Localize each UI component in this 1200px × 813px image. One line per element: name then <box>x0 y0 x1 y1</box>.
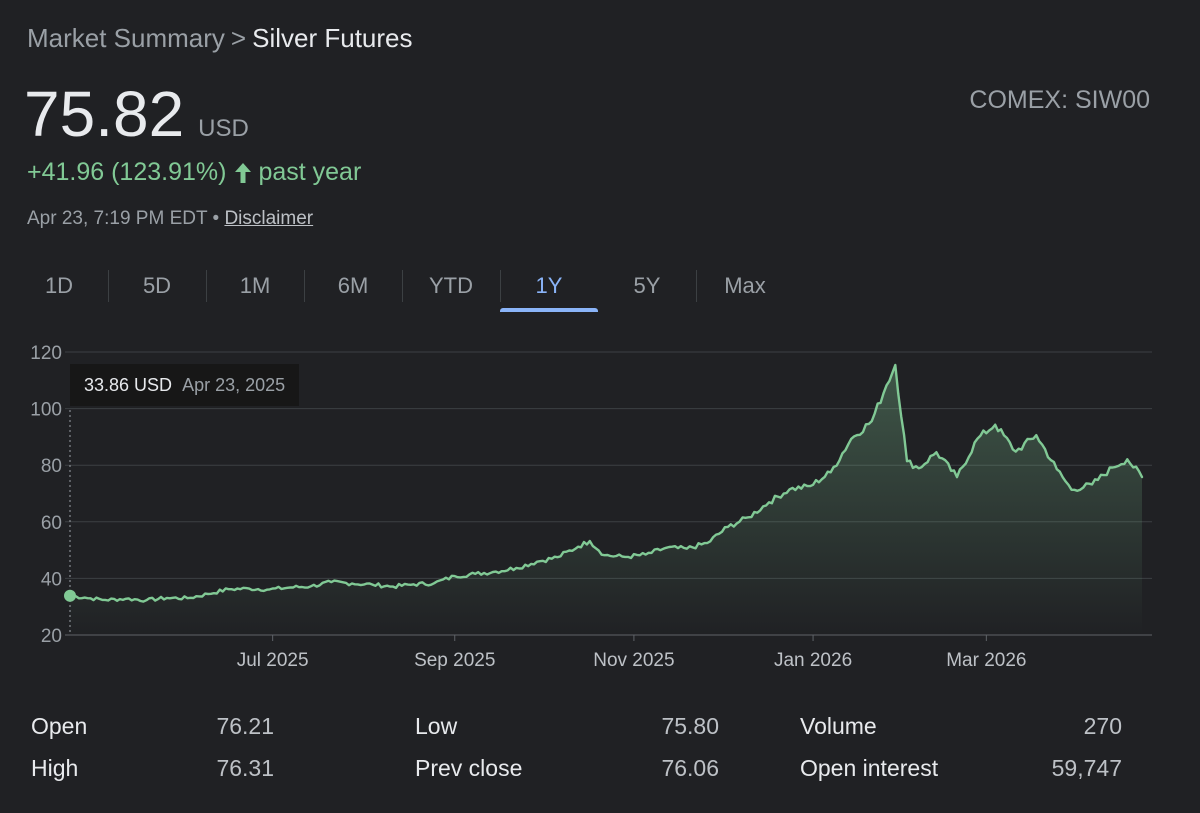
stat-open: Open 76.21 <box>31 706 274 748</box>
stat-label: Prev close <box>415 755 523 781</box>
stats-column-3: Volume 270 Open interest 59,747 <box>800 706 1122 790</box>
price-change-period: past year <box>258 158 362 186</box>
price-currency: USD <box>198 115 249 142</box>
timestamp: Apr 23, 7:19 PM EDT <box>27 208 208 229</box>
tab-6m[interactable]: 6M <box>304 264 402 314</box>
stats-column-1: Open 76.21 High 76.31 <box>31 706 274 790</box>
stat-volume: Volume 270 <box>800 706 1122 748</box>
price-change-value: +41.96 (123.91%) <box>27 158 227 186</box>
tab-1y[interactable]: 1Y <box>500 264 598 314</box>
stat-value: 75.80 <box>661 713 719 739</box>
stat-label: Open <box>31 713 88 739</box>
bullet-separator: • <box>212 208 220 229</box>
stat-value: 76.31 <box>216 755 274 781</box>
breadcrumb-separator: > <box>230 23 247 53</box>
exchange-symbol: COMEX: SIW00 <box>969 86 1150 114</box>
x-tick-label-4: Mar 2026 <box>946 650 1026 671</box>
range-tabs: 1D 5D 1M 6M YTD 1Y 5Y Max <box>10 264 794 314</box>
y-tick-label-120: 120 <box>30 343 62 364</box>
stat-value: 270 <box>1083 713 1122 739</box>
tab-5y[interactable]: 5Y <box>633 273 661 298</box>
timestamp-row: Apr 23, 7:19 PM EDT • Disclaimer <box>27 208 313 230</box>
breadcrumb-root-link[interactable]: Market Summary <box>27 23 225 53</box>
y-axis-labels: 20 40 60 80 100 120 <box>30 343 62 647</box>
price-line <box>68 363 1144 603</box>
x-axis-labels: Jul 2025 Sep 2025 Nov 2025 Jan 2026 Mar 2026 <box>237 650 1027 671</box>
arrow-up-icon <box>234 162 252 184</box>
stat-high: High 76.31 <box>31 748 274 790</box>
highlight-point <box>64 589 76 602</box>
stats-column-2: Low 75.80 Prev close 76.06 <box>415 706 719 790</box>
price-row: 75.82 USD <box>24 78 249 150</box>
stat-prev-close: Prev close 76.06 <box>415 748 719 790</box>
tab-max[interactable]: Max <box>696 264 794 314</box>
stat-low: Low 75.80 <box>415 706 719 748</box>
tab-ytd[interactable]: YTD <box>402 264 500 314</box>
y-tick-label-100: 100 <box>30 400 62 421</box>
x-tick-label-3: Jan 2026 <box>774 650 852 671</box>
price-change: +41.96 (123.91%) past year <box>27 158 361 187</box>
disclaimer-link[interactable]: Disclaimer <box>224 208 314 229</box>
current-price: 75.82 <box>24 78 185 150</box>
breadcrumb: Market Summary > Silver Futures <box>27 22 413 54</box>
stat-label: Low <box>415 713 458 739</box>
y-tick-label-60: 60 <box>41 513 62 534</box>
price-area-fill <box>70 365 1142 635</box>
tab-1m[interactable]: 1M <box>206 264 304 314</box>
x-tick-label-1: Sep 2025 <box>414 650 495 671</box>
tab-5d[interactable]: 5D <box>108 264 206 314</box>
x-tick-label-2: Nov 2025 <box>593 650 674 671</box>
stat-value: 76.21 <box>216 713 274 739</box>
stat-label: High <box>31 755 79 781</box>
tab-1d[interactable]: 1D <box>44 273 74 298</box>
tooltip-date: Apr 23, 2025 <box>182 374 286 395</box>
stat-value: 76.06 <box>661 755 719 781</box>
y-tick-label-80: 80 <box>41 456 62 477</box>
stat-label: Open interest <box>800 755 939 781</box>
x-axis-ticks <box>272 635 987 641</box>
y-tick-label-20: 20 <box>41 626 62 647</box>
stat-value: 59,747 <box>1051 755 1122 781</box>
x-tick-label-0: Jul 2025 <box>237 650 309 671</box>
chart-tooltip: 33.86 USD Apr 23, 2025 <box>70 364 300 406</box>
y-tick-label-40: 40 <box>41 569 62 590</box>
stat-label: Volume <box>800 713 877 739</box>
tooltip-value: 33.86 USD <box>84 374 173 395</box>
stat-open-interest: Open interest 59,747 <box>800 748 1122 790</box>
breadcrumb-current: Silver Futures <box>252 23 413 53</box>
